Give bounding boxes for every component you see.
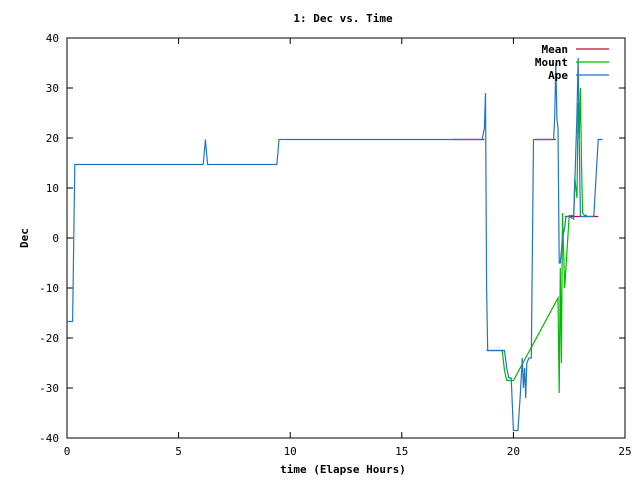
- y-tick-label: 0: [52, 232, 59, 245]
- x-tick-label: 5: [175, 445, 182, 458]
- chart-title: 1: Dec vs. Time: [293, 12, 393, 25]
- x-tick-label: 0: [64, 445, 71, 458]
- y-axis-label: Dec: [18, 228, 31, 248]
- y-tick-label: 10: [46, 182, 59, 195]
- series-group: [67, 57, 603, 432]
- x-tick-label: 20: [507, 445, 520, 458]
- legend-label-mean: Mean: [542, 43, 569, 56]
- legend-label-mount: Mount: [535, 56, 568, 69]
- series-line-ape: [67, 57, 603, 432]
- y-tick-label: -30: [39, 382, 59, 395]
- y-tick-label: -10: [39, 282, 59, 295]
- x-tick-label: 10: [284, 445, 297, 458]
- series-line-mount: [501, 87, 588, 394]
- legend-label-ape: Ape: [548, 69, 568, 82]
- y-tick-label: -40: [39, 432, 59, 445]
- axis-ticks: 0 5 10 15 20 25 40 30 20 10 0 -10 -20 -30 -40: [39, 32, 632, 458]
- y-tick-label: -20: [39, 332, 59, 345]
- y-tick-label: 30: [46, 82, 59, 95]
- y-tick-label: 20: [46, 132, 59, 145]
- y-tick-label: 40: [46, 32, 59, 45]
- x-axis-label: time (Elapse Hours): [280, 463, 406, 476]
- x-tick-label: 15: [395, 445, 408, 458]
- plot-frame: [66, 37, 626, 439]
- x-tick-label: 25: [618, 445, 631, 458]
